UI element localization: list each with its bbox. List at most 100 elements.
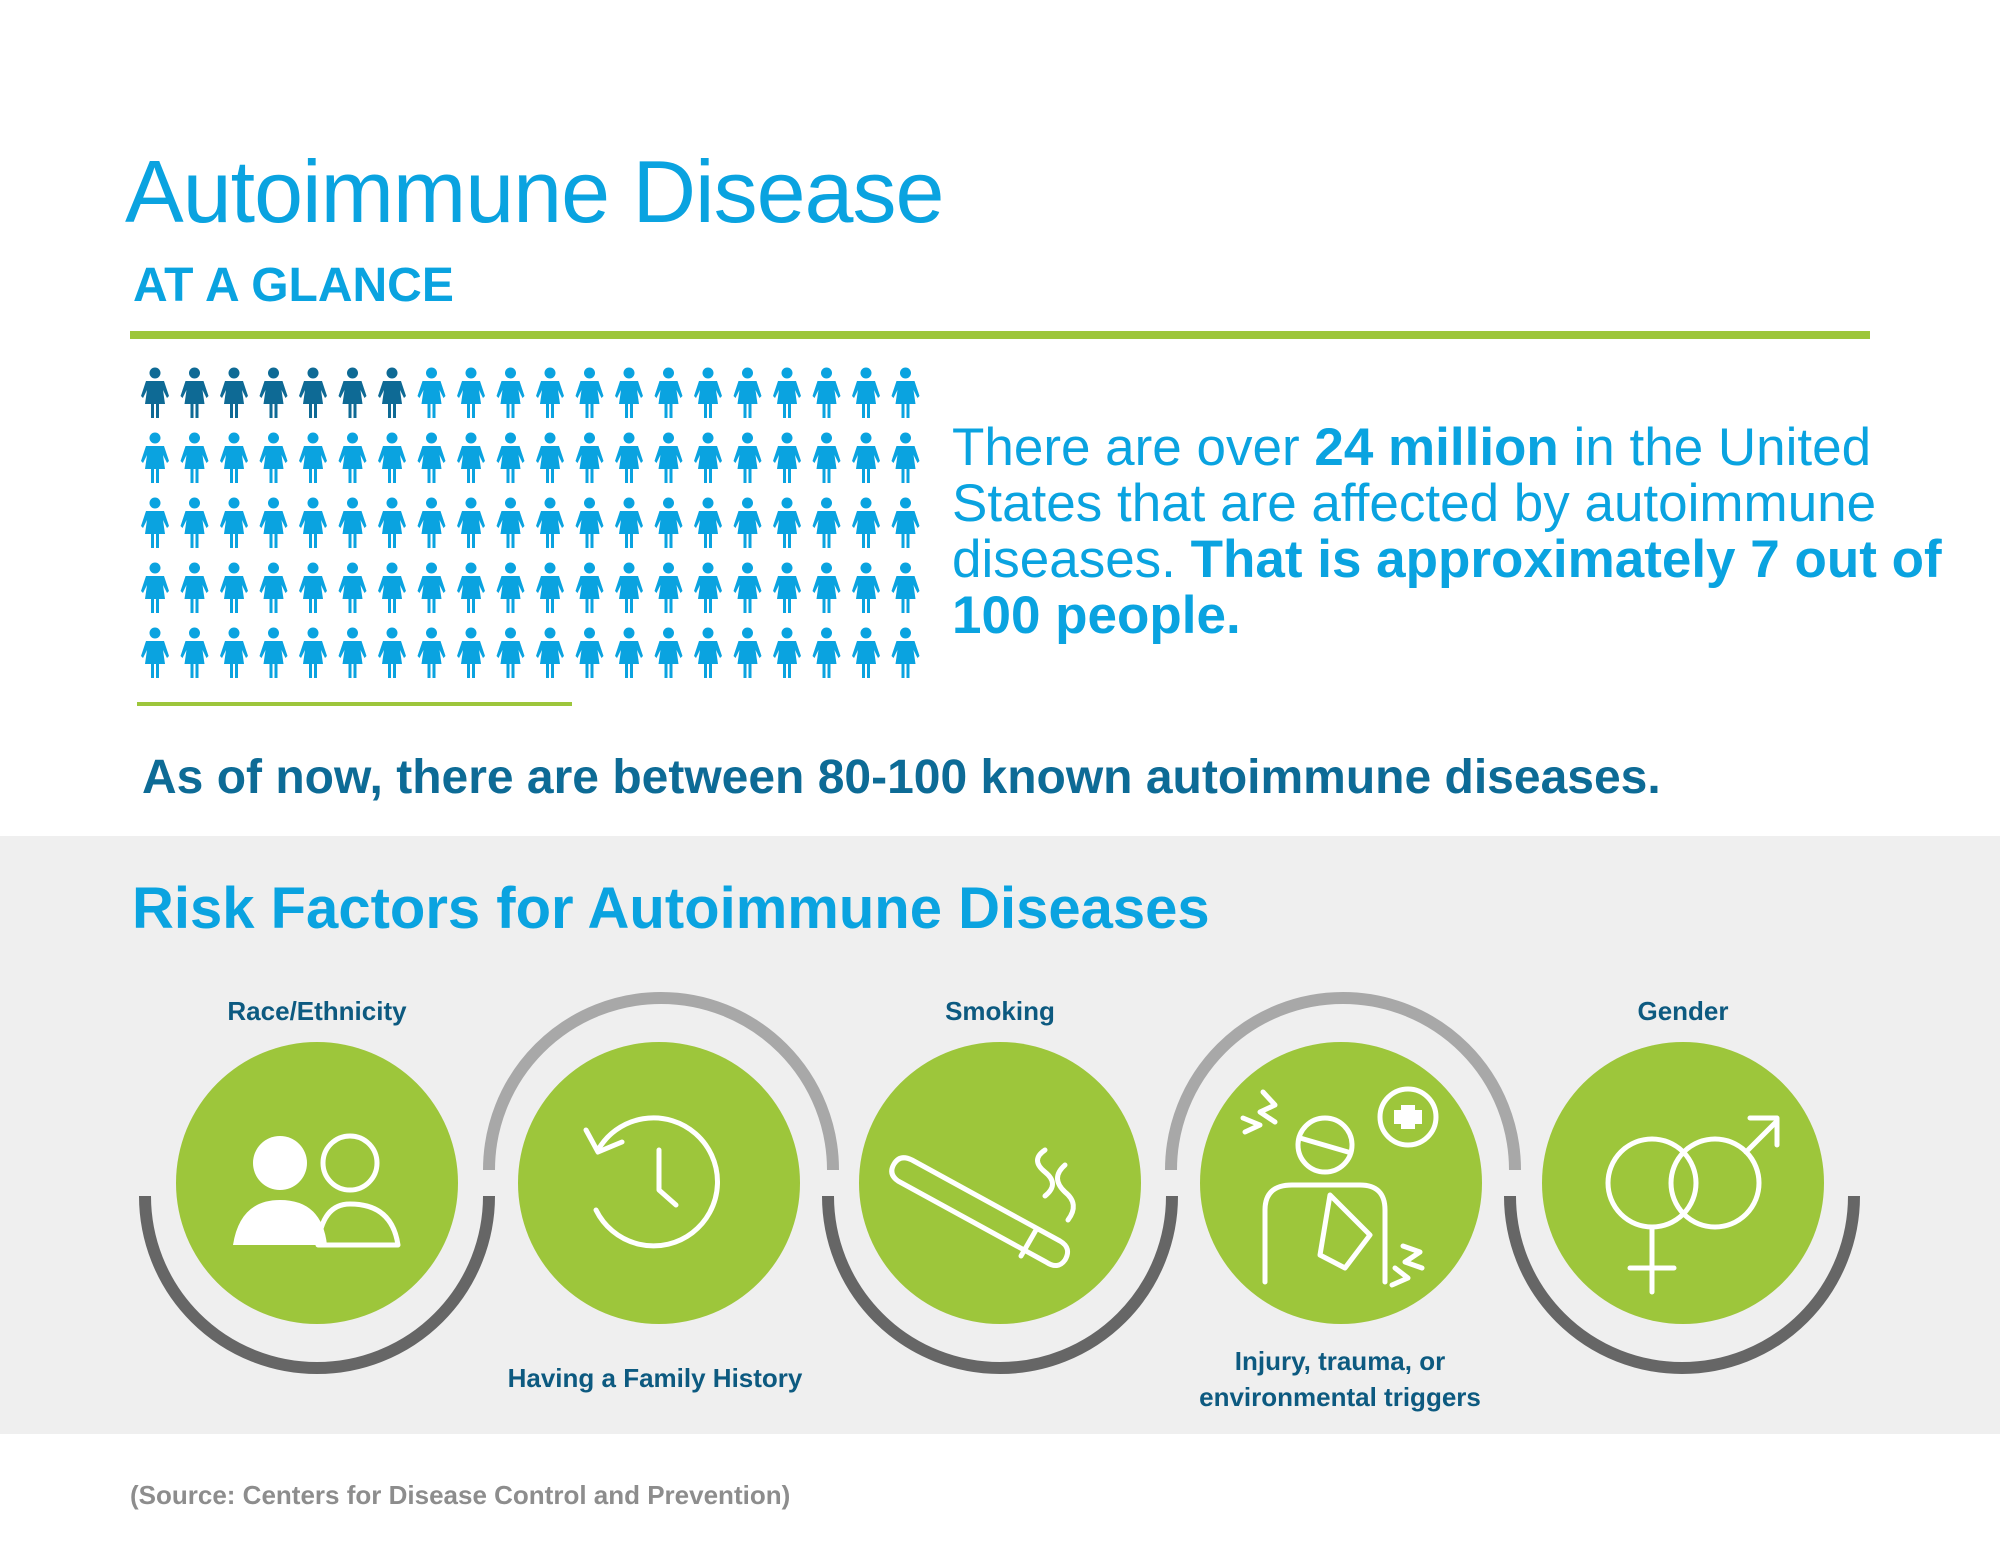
person-icon-affected xyxy=(338,367,367,418)
person-icon xyxy=(694,562,722,613)
factor-label-gender: Gender xyxy=(1637,996,1729,1026)
person-icon xyxy=(417,562,446,613)
person-icon xyxy=(615,367,643,418)
person-icon xyxy=(812,432,841,483)
person-icon xyxy=(812,367,841,418)
person-icon xyxy=(615,497,643,548)
person-icon xyxy=(852,562,880,613)
person-icon xyxy=(338,627,367,678)
person-icon xyxy=(299,432,327,483)
stat-highlight-ratio: That is approximately 7 out of 100 peopl… xyxy=(952,530,1942,645)
person-icon xyxy=(773,562,801,613)
person-icon xyxy=(496,432,525,483)
person-icon xyxy=(378,627,406,678)
known-diseases-statement: As of now, there are between 80-100 know… xyxy=(142,751,1661,804)
short-divider xyxy=(137,702,572,706)
person-icon xyxy=(417,497,446,548)
person-icon xyxy=(615,432,643,483)
page-title: Autoimmune Disease xyxy=(125,142,944,241)
person-icon xyxy=(812,562,841,613)
person-icon xyxy=(654,367,683,418)
person-icon xyxy=(220,432,248,483)
person-icon xyxy=(773,432,801,483)
person-icon xyxy=(180,432,209,483)
person-icon xyxy=(141,562,169,613)
stat-highlight-count: 24 million xyxy=(1314,418,1559,477)
person-icon xyxy=(496,562,525,613)
person-icon xyxy=(891,367,920,418)
person-icon xyxy=(338,562,367,613)
cigarette-icon xyxy=(889,1147,1076,1268)
person-icon xyxy=(299,627,327,678)
arc-top-2 xyxy=(483,992,839,1171)
person-icon xyxy=(180,627,209,678)
person-icon xyxy=(496,497,525,548)
person-icon xyxy=(496,367,525,418)
person-icon xyxy=(536,432,564,483)
stat-pre: There are over xyxy=(952,418,1315,477)
person-icon xyxy=(575,432,604,483)
history-clock-icon xyxy=(583,1115,720,1249)
person-icon xyxy=(733,562,762,613)
person-icon xyxy=(180,562,209,613)
person-icon xyxy=(694,367,722,418)
person-icon-affected xyxy=(220,367,248,418)
person-icon xyxy=(259,432,288,483)
person-icon xyxy=(259,497,288,548)
person-icon xyxy=(141,497,169,548)
gender-symbols-icon xyxy=(1605,1115,1780,1295)
person-icon xyxy=(378,432,406,483)
arc-bottom-3 xyxy=(822,1195,1178,1374)
person-icon xyxy=(457,562,485,613)
person-icon xyxy=(457,367,485,418)
person-icon xyxy=(891,497,920,548)
person-icon xyxy=(733,497,762,548)
person-icon xyxy=(773,627,801,678)
person-icon-affected xyxy=(141,367,169,418)
person-icon xyxy=(259,627,288,678)
person-icon-affected xyxy=(299,367,327,418)
person-icon xyxy=(259,562,288,613)
person-icon xyxy=(773,367,801,418)
person-icon xyxy=(378,562,406,613)
person-icon xyxy=(733,627,762,678)
arc-top-4 xyxy=(1165,992,1521,1171)
person-icon xyxy=(299,497,327,548)
stat-mid: in the United States that are affected b… xyxy=(952,418,1877,589)
person-icon-affected xyxy=(378,367,406,418)
arc-bottom-1 xyxy=(139,1195,495,1374)
person-icon xyxy=(615,627,643,678)
person-icon xyxy=(812,497,841,548)
people-pictogram xyxy=(141,367,920,678)
person-icon xyxy=(536,497,564,548)
factor-circle-1 xyxy=(176,1042,458,1324)
person-icon xyxy=(141,627,169,678)
person-icon xyxy=(773,497,801,548)
person-icon xyxy=(812,627,841,678)
person-icon xyxy=(575,562,604,613)
person-icon xyxy=(220,627,248,678)
person-icon xyxy=(615,562,643,613)
injured-person-icon xyxy=(1240,1086,1439,1288)
person-icon xyxy=(694,497,722,548)
person-icon xyxy=(536,367,564,418)
person-icon xyxy=(457,627,485,678)
person-icon xyxy=(180,497,209,548)
people-icon xyxy=(233,1133,401,1248)
arc-bottom-5 xyxy=(1504,1195,1860,1374)
person-icon xyxy=(417,627,446,678)
source-citation: (Source: Centers for Disease Control and… xyxy=(130,1480,791,1510)
person-icon xyxy=(852,432,880,483)
person-icon xyxy=(733,367,762,418)
factor-label-smoking: Smoking xyxy=(945,996,1055,1026)
person-icon xyxy=(378,497,406,548)
risk-factors-graphic xyxy=(139,992,1860,1374)
person-icon xyxy=(891,562,920,613)
factor-circle-3 xyxy=(859,1042,1141,1324)
person-icon xyxy=(575,627,604,678)
person-icon xyxy=(299,562,327,613)
person-icon xyxy=(417,367,446,418)
person-icon xyxy=(457,497,485,548)
person-icon xyxy=(654,627,683,678)
person-icon xyxy=(654,432,683,483)
